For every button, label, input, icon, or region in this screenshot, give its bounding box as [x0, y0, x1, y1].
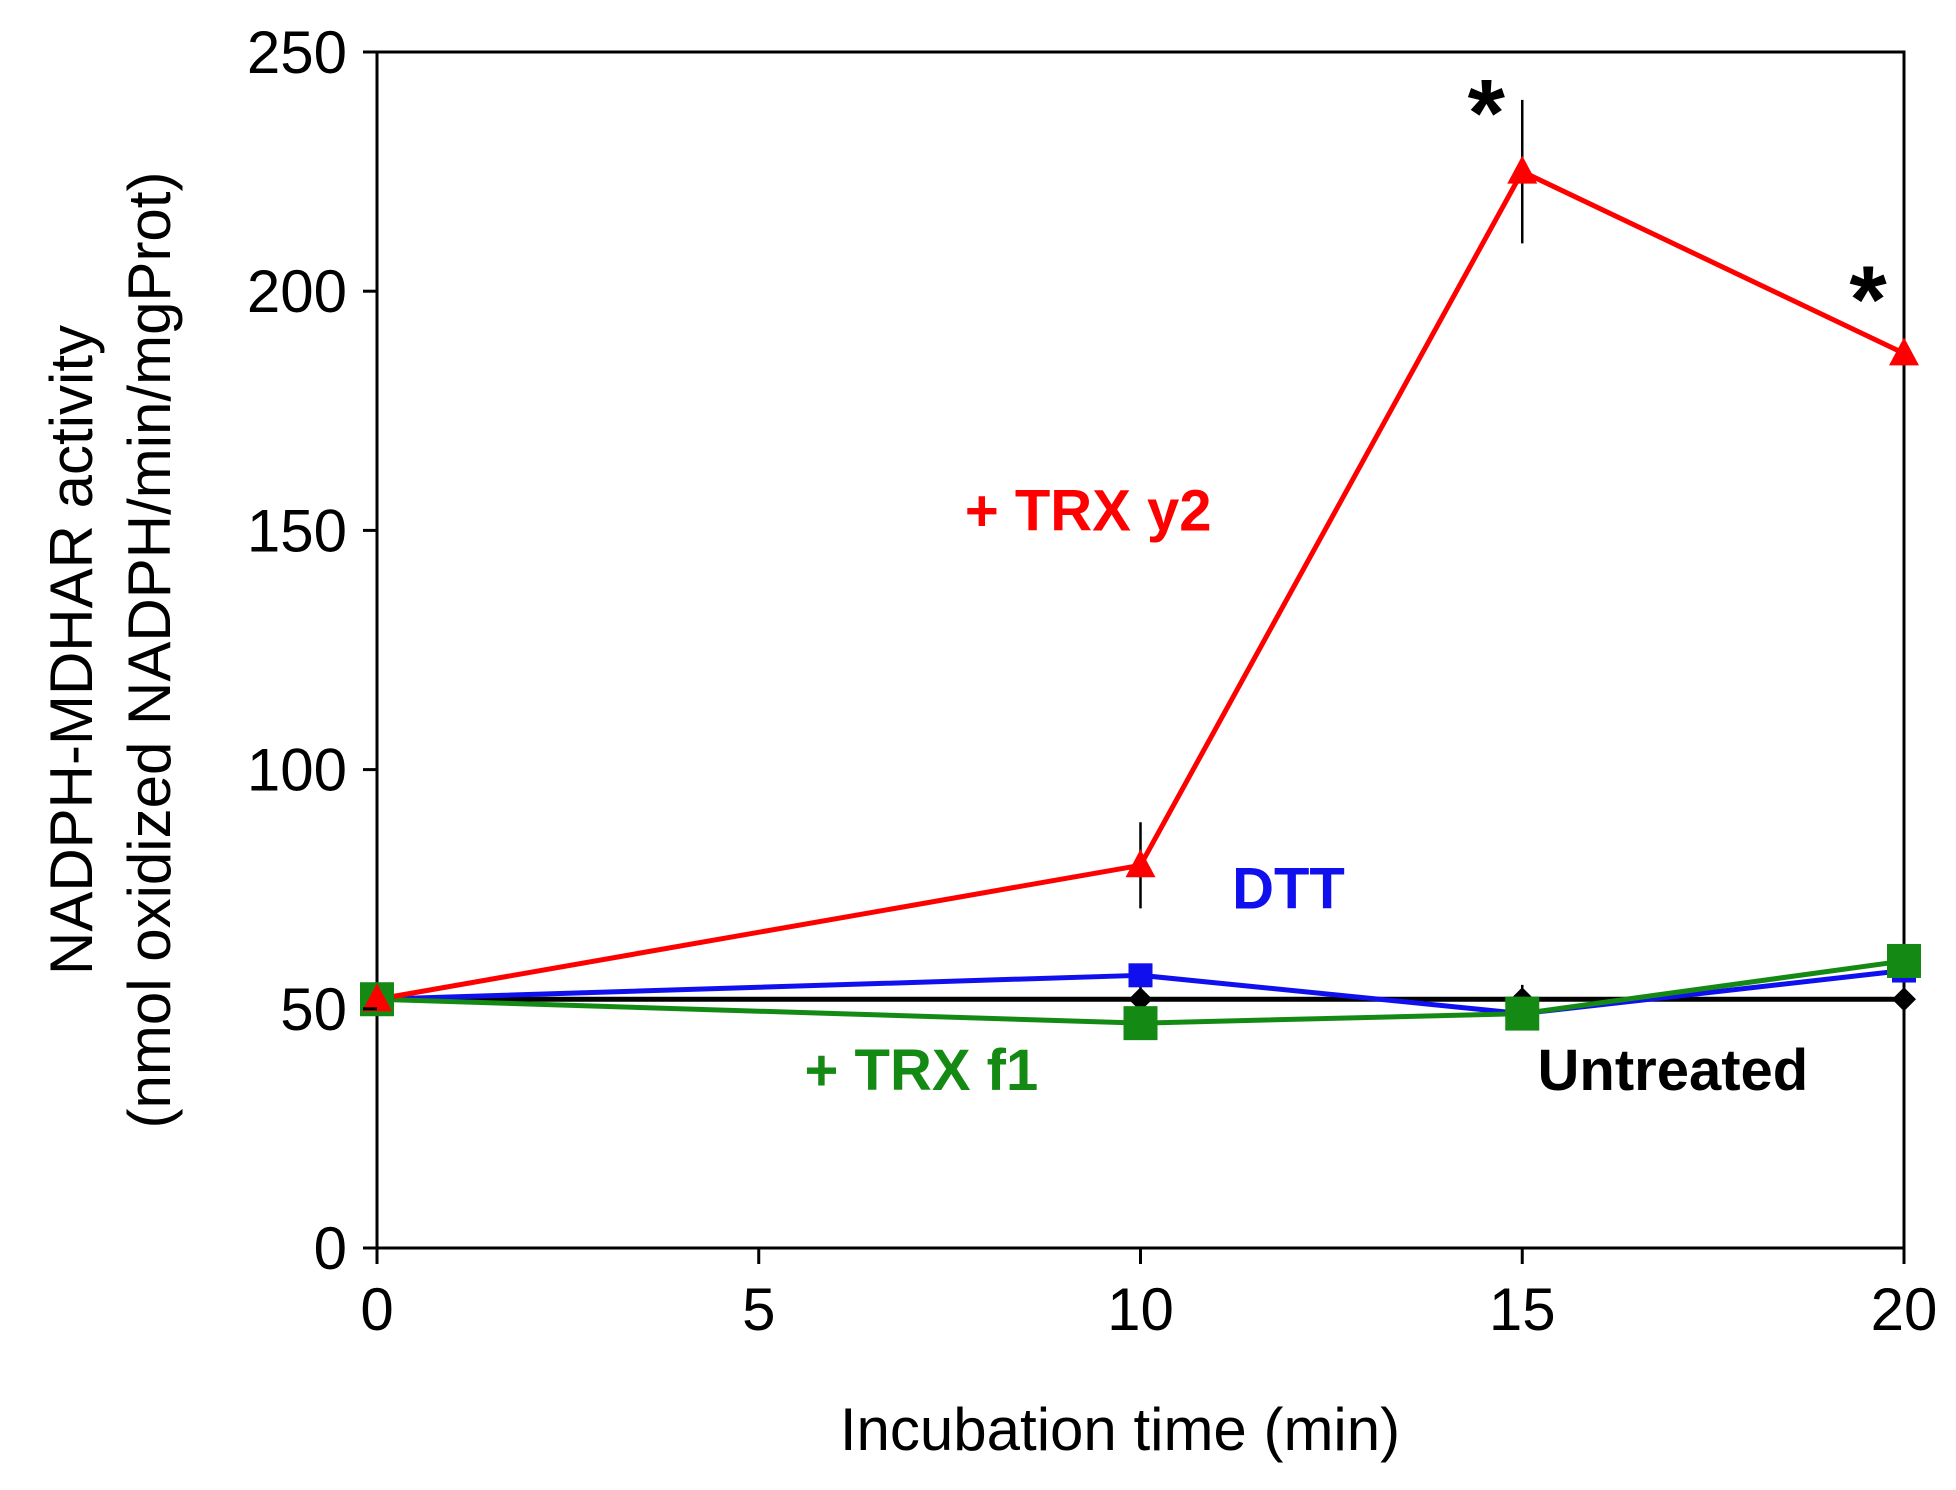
series-label: + TRX y2 [965, 478, 1212, 543]
annotations: ** [1468, 60, 1888, 354]
series-line-dtt [376, 968, 1905, 1017]
series-label: Untreated [1538, 1038, 1809, 1103]
data-point-untreated [1128, 987, 1153, 1012]
x-tick-label: 15 [1489, 1276, 1556, 1343]
data-point-dtt [1128, 963, 1153, 988]
series-line--trx-y2 [376, 169, 1906, 1002]
x-tick-label: 5 [742, 1276, 775, 1343]
series-markers [360, 155, 1921, 1041]
series-label: + TRX f1 [805, 1038, 1039, 1103]
significance-star: * [1849, 246, 1887, 353]
data-point-trx-f1 [1505, 996, 1540, 1031]
series-lines [376, 169, 1906, 1026]
data-point-trx-f1 [1123, 1006, 1158, 1041]
series-label: DTT [1232, 856, 1345, 921]
series-line--trx-f1 [376, 958, 1905, 1026]
data-point-trx-y2 [1507, 155, 1538, 184]
data-point-untreated [1892, 987, 1916, 1012]
data-point-trx-y2 [362, 983, 392, 1012]
x-tick-label: 0 [360, 1276, 393, 1343]
y-tick-label: 150 [247, 497, 347, 564]
data-point-trx-y2 [1889, 337, 1919, 366]
y-axis-title-line1: NADPH-MDHAR activity [38, 325, 105, 975]
series-labels: + TRX y2 DTT + TRX f1 Untreated [805, 478, 1809, 1103]
y-tick-label: 50 [280, 976, 347, 1043]
y-tick-label: 100 [247, 737, 347, 804]
data-point-trx-y2 [1125, 849, 1156, 878]
y-tick-label: 200 [247, 258, 347, 325]
x-tick-label: 10 [1107, 1276, 1174, 1343]
data-point-trx-f1 [1887, 943, 1921, 978]
x-axis: 0 5 10 15 20 [360, 1248, 1937, 1343]
x-axis-title: Incubation time (min) [840, 1396, 1400, 1463]
y-tick-label: 250 [247, 19, 347, 86]
y-axis-title-line2: (nmol oxidized NADPH/min/mgProt) [116, 172, 183, 1129]
y-tick-label: 0 [314, 1215, 347, 1282]
x-tick-label: 20 [1871, 1276, 1938, 1343]
significance-star: * [1468, 60, 1506, 167]
y-axis: 0 50 100 150 200 250 [247, 19, 377, 1282]
